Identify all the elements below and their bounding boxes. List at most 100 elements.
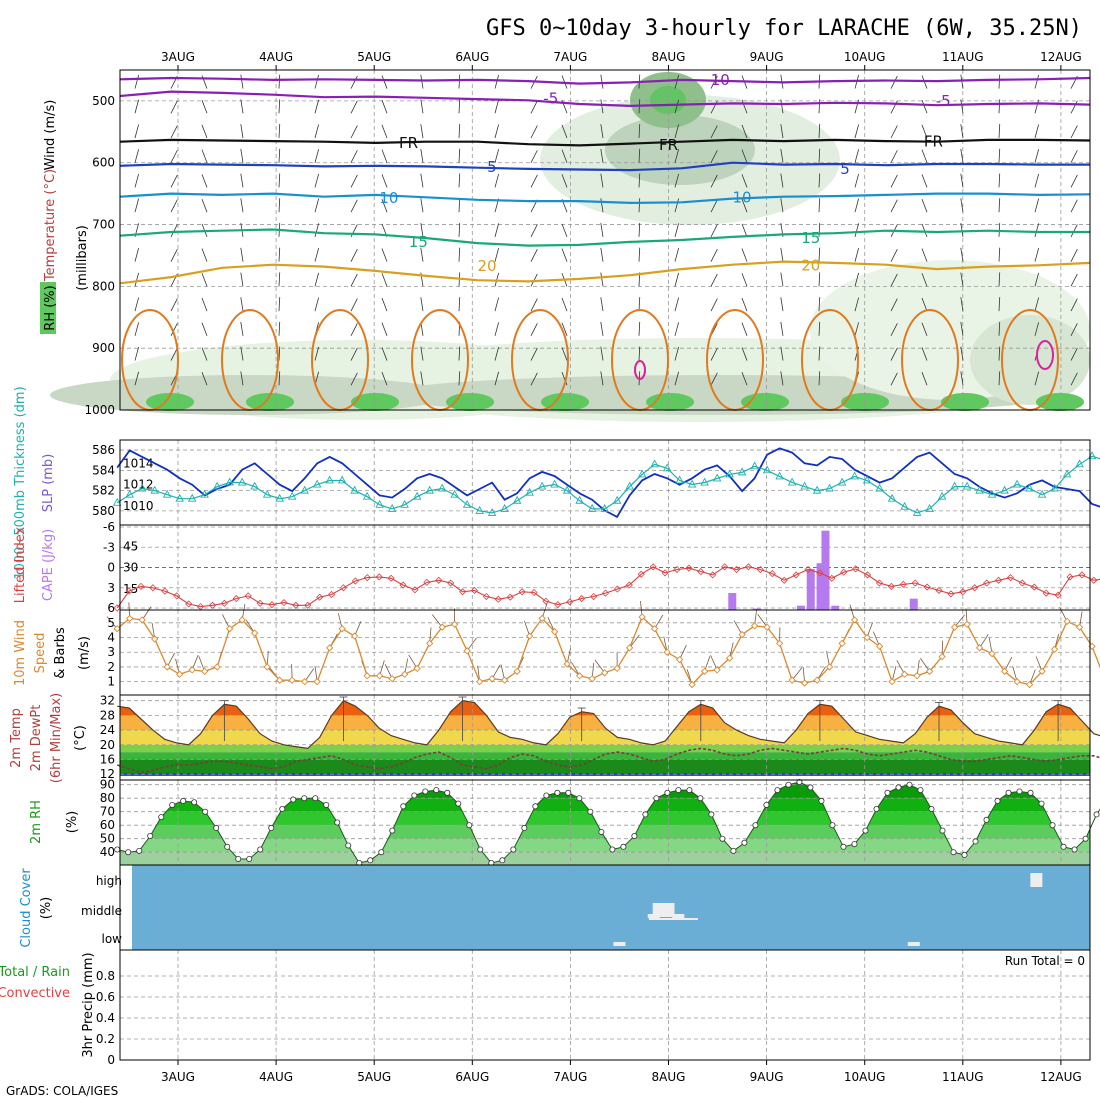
wind-barb bbox=[141, 606, 152, 621]
date-label-bottom: 10AUG bbox=[844, 1070, 886, 1084]
wind-speed-marker bbox=[938, 653, 946, 661]
wind-barb bbox=[741, 347, 748, 361]
wind-barb bbox=[854, 272, 860, 287]
precip-tick-label: 0.4 bbox=[96, 1011, 115, 1025]
rh-marker bbox=[147, 833, 154, 840]
rh-marker bbox=[213, 824, 220, 831]
wind-speed-marker bbox=[238, 616, 246, 624]
rh-marker bbox=[1005, 789, 1012, 796]
lifted-index-marker bbox=[649, 563, 657, 571]
lifted-index-marker bbox=[744, 563, 752, 571]
thickness-panel-bg bbox=[120, 440, 1090, 525]
date-label-top: 12AUG bbox=[1040, 50, 1082, 64]
wind-barb bbox=[890, 75, 898, 89]
lifted-index-marker bbox=[732, 565, 741, 574]
date-label-top: 6AUG bbox=[455, 50, 489, 64]
rh-marker bbox=[114, 846, 121, 853]
contour-label: 10 bbox=[733, 188, 752, 206]
y-label-wind-1: 10m Wind bbox=[13, 620, 28, 686]
rh-marker bbox=[928, 806, 935, 813]
wind-speed-marker bbox=[538, 614, 546, 623]
wind-barb bbox=[530, 174, 538, 188]
wind-tick-label: 5 bbox=[107, 616, 115, 630]
rh-marker bbox=[1071, 846, 1078, 853]
thickness-marker bbox=[562, 485, 572, 494]
wind-speed-marker bbox=[388, 675, 396, 683]
wind-barb bbox=[240, 148, 244, 163]
wind-barb bbox=[960, 247, 964, 262]
wind-barb bbox=[381, 372, 388, 386]
wind-speed-marker bbox=[288, 676, 296, 684]
wind-barb bbox=[201, 273, 208, 287]
wind-barb bbox=[170, 199, 178, 213]
wind-barb bbox=[381, 248, 388, 262]
lifted-index-marker bbox=[899, 580, 907, 588]
cloud-background bbox=[132, 865, 1090, 950]
cape-tick-label: 30 bbox=[123, 561, 138, 575]
wind-barb bbox=[561, 149, 568, 163]
wind-barb bbox=[381, 100, 388, 114]
thickness-marker bbox=[225, 477, 234, 486]
wind-speed-marker bbox=[1063, 617, 1071, 625]
rh-marker bbox=[422, 788, 429, 795]
wind-barb bbox=[170, 298, 178, 312]
wind-barb bbox=[600, 346, 604, 361]
wind-speed-marker bbox=[775, 639, 784, 648]
lifted-index-marker bbox=[816, 569, 824, 577]
wind-barb bbox=[1034, 371, 1040, 386]
wind-barb bbox=[134, 248, 140, 262]
slp-tick-label: 1012 bbox=[123, 478, 154, 492]
lifted-tick-label: -3 bbox=[103, 540, 115, 554]
thickness-marker bbox=[412, 491, 422, 500]
wind-barb bbox=[1070, 248, 1078, 262]
y-label-rh-1: 2m RH bbox=[29, 800, 44, 844]
thickness-marker bbox=[912, 507, 922, 516]
wind-speed-marker bbox=[713, 666, 721, 674]
cloud-block bbox=[647, 914, 660, 918]
wind-barb bbox=[960, 173, 964, 188]
thickness-marker bbox=[450, 489, 459, 498]
wind-barb bbox=[780, 173, 784, 188]
rh-marker bbox=[378, 849, 385, 856]
rh-marker bbox=[598, 828, 605, 835]
contour-label: 15 bbox=[801, 229, 820, 247]
wind-speed-line bbox=[116, 615, 1100, 686]
lifted-index-marker bbox=[232, 594, 240, 603]
rh-marker bbox=[1082, 835, 1089, 842]
lifted-index-marker bbox=[911, 579, 919, 587]
rh-contour bbox=[634, 360, 646, 380]
lifted-index-marker bbox=[768, 570, 776, 578]
thickness-marker bbox=[325, 475, 334, 484]
wind-barb bbox=[818, 198, 821, 213]
wind-barb bbox=[420, 198, 424, 213]
rh-marker bbox=[466, 822, 473, 829]
wind-barb bbox=[638, 173, 641, 188]
thickness-marker bbox=[1062, 469, 1072, 478]
wind-barb bbox=[890, 323, 898, 336]
thickness-marker bbox=[1037, 489, 1047, 498]
rh-marker bbox=[620, 843, 627, 850]
wind-barb bbox=[314, 99, 320, 114]
wind-barb bbox=[491, 664, 501, 679]
date-label-bottom: 11AUG bbox=[942, 1070, 984, 1084]
wind-barb bbox=[134, 297, 140, 312]
rh-marker bbox=[774, 787, 781, 794]
lifted-index-marker bbox=[268, 601, 276, 609]
rh-shading bbox=[941, 393, 989, 411]
rh-marker bbox=[510, 846, 517, 853]
lifted-index-marker bbox=[828, 574, 836, 582]
temperature-contour bbox=[119, 260, 1091, 285]
rh-marker bbox=[675, 787, 682, 794]
cloud-block bbox=[662, 903, 675, 917]
wind-barb bbox=[998, 321, 1001, 336]
thickness-marker bbox=[312, 479, 322, 488]
lifted-index-marker bbox=[518, 588, 526, 596]
lifted-index-marker bbox=[399, 581, 407, 589]
wind-barb bbox=[921, 124, 928, 139]
thickness-marker bbox=[500, 503, 509, 512]
cloud-row-label: low bbox=[102, 932, 123, 946]
wind-tick-label: 4 bbox=[107, 631, 115, 645]
wind-barb bbox=[1034, 198, 1040, 213]
thickness-marker bbox=[900, 501, 909, 510]
wind-barb bbox=[106, 616, 118, 629]
